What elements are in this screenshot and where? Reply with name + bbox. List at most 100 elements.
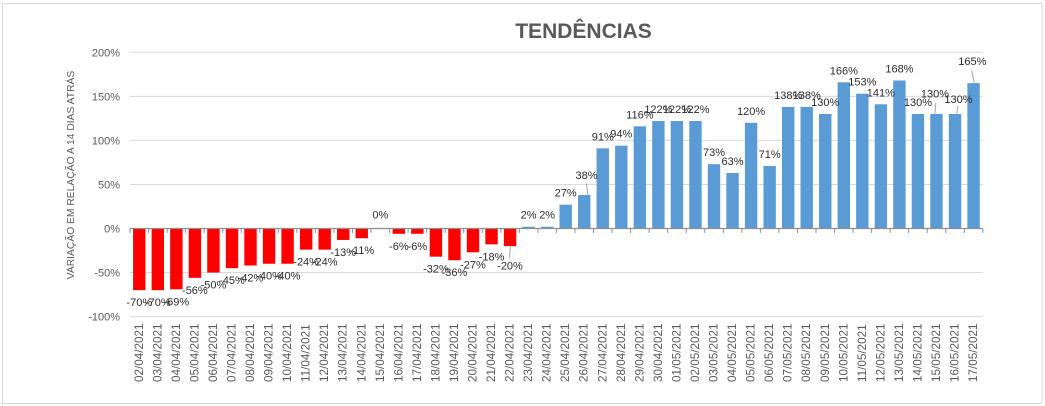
svg-text:10/05/2021: 10/05/2021 bbox=[837, 324, 850, 383]
svg-text:166%: 166% bbox=[830, 65, 858, 77]
svg-text:-20%: -20% bbox=[497, 261, 523, 273]
svg-text:122%: 122% bbox=[663, 104, 691, 116]
svg-text:-70%: -70% bbox=[145, 297, 171, 309]
svg-text:20/04/2021: 20/04/2021 bbox=[466, 324, 479, 383]
svg-text:-45%: -45% bbox=[219, 275, 245, 287]
svg-text:11/05/2021: 11/05/2021 bbox=[856, 324, 869, 382]
svg-text:150%: 150% bbox=[92, 91, 120, 103]
svg-text:03/04/2021: 03/04/2021 bbox=[151, 324, 164, 383]
svg-text:-40%: -40% bbox=[275, 271, 301, 283]
svg-text:13/05/2021: 13/05/2021 bbox=[893, 324, 906, 383]
svg-text:-18%: -18% bbox=[479, 251, 505, 263]
svg-text:116%: 116% bbox=[626, 109, 654, 121]
svg-text:30/04/2021: 30/04/2021 bbox=[652, 324, 665, 383]
svg-text:26/04/2021: 26/04/2021 bbox=[578, 324, 591, 383]
svg-text:-50%: -50% bbox=[201, 280, 227, 292]
svg-text:02/05/2021: 02/05/2021 bbox=[689, 324, 702, 383]
svg-text:16/05/2021: 16/05/2021 bbox=[949, 324, 962, 383]
svg-text:10/04/2021: 10/04/2021 bbox=[281, 324, 294, 383]
svg-text:-70%: -70% bbox=[126, 297, 152, 309]
svg-text:17/05/2021: 17/05/2021 bbox=[967, 324, 980, 383]
svg-text:22/04/2021: 22/04/2021 bbox=[504, 324, 517, 383]
svg-text:-13%: -13% bbox=[330, 247, 356, 259]
svg-text:73%: 73% bbox=[703, 147, 725, 159]
svg-text:28/04/2021: 28/04/2021 bbox=[615, 324, 628, 383]
svg-text:06/04/2021: 06/04/2021 bbox=[207, 324, 220, 383]
svg-text:0%: 0% bbox=[104, 224, 120, 236]
svg-text:138%: 138% bbox=[793, 90, 821, 102]
svg-text:-36%: -36% bbox=[442, 267, 468, 279]
svg-text:2%: 2% bbox=[539, 210, 555, 222]
svg-text:-69%: -69% bbox=[164, 296, 190, 308]
svg-text:122%: 122% bbox=[681, 104, 709, 116]
svg-text:07/04/2021: 07/04/2021 bbox=[225, 324, 238, 383]
svg-text:09/05/2021: 09/05/2021 bbox=[819, 324, 832, 383]
svg-text:02/04/2021: 02/04/2021 bbox=[133, 324, 146, 383]
svg-text:-6%: -6% bbox=[408, 241, 428, 253]
svg-text:14/05/2021: 14/05/2021 bbox=[911, 324, 924, 383]
svg-text:165%: 165% bbox=[958, 56, 986, 68]
svg-text:24/04/2021: 24/04/2021 bbox=[541, 324, 554, 383]
svg-text:07/05/2021: 07/05/2021 bbox=[782, 324, 795, 383]
svg-text:200%: 200% bbox=[92, 47, 120, 59]
svg-text:03/05/2021: 03/05/2021 bbox=[708, 324, 721, 383]
svg-text:-24%: -24% bbox=[293, 257, 319, 269]
svg-text:-11%: -11% bbox=[349, 245, 374, 257]
svg-text:17/04/2021: 17/04/2021 bbox=[411, 324, 424, 383]
svg-text:25/04/2021: 25/04/2021 bbox=[559, 324, 572, 383]
svg-text:130%: 130% bbox=[904, 97, 932, 109]
svg-text:12/04/2021: 12/04/2021 bbox=[318, 324, 331, 383]
svg-text:100%: 100% bbox=[92, 135, 120, 147]
svg-text:27%: 27% bbox=[555, 188, 577, 200]
svg-text:01/05/2021: 01/05/2021 bbox=[670, 324, 683, 383]
svg-text:-6%: -6% bbox=[389, 241, 409, 253]
svg-text:-32%: -32% bbox=[423, 264, 449, 276]
svg-text:14/04/2021: 14/04/2021 bbox=[355, 324, 368, 383]
svg-text:12/05/2021: 12/05/2021 bbox=[874, 324, 887, 383]
svg-text:06/05/2021: 06/05/2021 bbox=[763, 324, 776, 383]
svg-text:18/04/2021: 18/04/2021 bbox=[429, 324, 442, 383]
svg-text:-42%: -42% bbox=[238, 273, 264, 285]
svg-text:168%: 168% bbox=[885, 63, 913, 75]
svg-text:16/04/2021: 16/04/2021 bbox=[392, 324, 405, 383]
svg-text:04/05/2021: 04/05/2021 bbox=[726, 324, 739, 383]
svg-text:153%: 153% bbox=[848, 77, 876, 89]
svg-text:29/04/2021: 29/04/2021 bbox=[633, 324, 646, 383]
svg-text:27/04/2021: 27/04/2021 bbox=[596, 324, 609, 383]
svg-text:VARIAÇÃO EM RELAÇÃO A 14 DIAS: VARIAÇÃO EM RELAÇÃO A 14 DIAS ATRÁS bbox=[64, 71, 77, 280]
svg-text:2%: 2% bbox=[521, 210, 537, 222]
svg-text:TENDÊNCIAS: TENDÊNCIAS bbox=[515, 19, 652, 43]
svg-text:05/05/2021: 05/05/2021 bbox=[745, 324, 758, 383]
svg-text:120%: 120% bbox=[737, 106, 765, 118]
svg-text:94%: 94% bbox=[610, 129, 632, 141]
svg-text:15/04/2021: 15/04/2021 bbox=[374, 324, 387, 383]
svg-text:91%: 91% bbox=[592, 131, 614, 143]
svg-text:50%: 50% bbox=[98, 179, 120, 191]
svg-text:04/04/2021: 04/04/2021 bbox=[170, 324, 183, 383]
svg-text:130%: 130% bbox=[921, 88, 949, 100]
svg-text:-50%: -50% bbox=[94, 268, 120, 280]
svg-text:13/04/2021: 13/04/2021 bbox=[337, 324, 350, 383]
svg-text:23/04/2021: 23/04/2021 bbox=[522, 324, 535, 383]
svg-text:15/05/2021: 15/05/2021 bbox=[930, 324, 943, 383]
svg-text:05/04/2021: 05/04/2021 bbox=[188, 324, 201, 383]
svg-text:130%: 130% bbox=[811, 97, 839, 109]
svg-text:71%: 71% bbox=[759, 149, 781, 161]
svg-text:141%: 141% bbox=[867, 87, 895, 99]
svg-text:08/05/2021: 08/05/2021 bbox=[800, 324, 813, 383]
svg-text:-100%: -100% bbox=[88, 312, 120, 324]
svg-text:08/04/2021: 08/04/2021 bbox=[244, 324, 257, 383]
svg-text:122%: 122% bbox=[644, 104, 672, 116]
svg-text:138%: 138% bbox=[774, 90, 802, 102]
svg-text:38%: 38% bbox=[575, 170, 597, 182]
svg-text:-56%: -56% bbox=[182, 285, 208, 297]
svg-text:-24%: -24% bbox=[312, 257, 338, 269]
svg-text:09/04/2021: 09/04/2021 bbox=[263, 324, 276, 383]
svg-text:19/04/2021: 19/04/2021 bbox=[448, 324, 461, 383]
svg-text:63%: 63% bbox=[722, 156, 744, 168]
svg-text:21/04/2021: 21/04/2021 bbox=[485, 324, 498, 383]
svg-text:130%: 130% bbox=[944, 94, 972, 106]
svg-text:-27%: -27% bbox=[460, 259, 486, 271]
svg-text:11/04/2021: 11/04/2021 bbox=[300, 324, 313, 382]
svg-text:-40%: -40% bbox=[256, 271, 282, 283]
